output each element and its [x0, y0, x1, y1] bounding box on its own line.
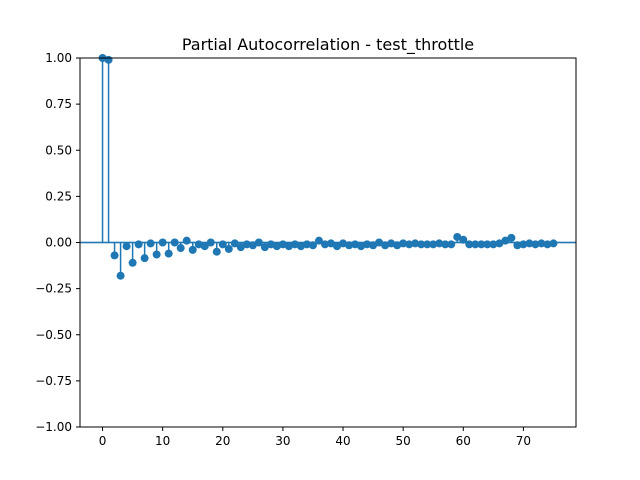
x-tick-label: 0 — [99, 434, 107, 448]
data-point-6 — [134, 240, 143, 249]
data-point-54 — [423, 240, 432, 249]
data-point-73 — [537, 239, 546, 248]
data-point-34 — [302, 240, 311, 249]
y-tick-label: −1.00 — [35, 420, 72, 434]
data-point-58 — [447, 240, 456, 249]
data-point-62 — [471, 240, 480, 249]
data-point-69 — [513, 241, 522, 250]
x-tick-label: 30 — [275, 434, 290, 448]
data-point-48 — [387, 239, 396, 248]
data-point-50 — [399, 239, 408, 248]
data-point-37 — [320, 240, 329, 249]
data-point-32 — [290, 240, 299, 249]
data-point-17 — [200, 242, 209, 251]
y-tick-label: 0.00 — [45, 236, 72, 250]
data-point-55 — [429, 240, 438, 249]
data-point-52 — [411, 239, 420, 248]
data-point-26 — [254, 238, 263, 247]
data-point-63 — [477, 240, 486, 249]
data-point-75 — [549, 239, 558, 248]
data-point-42 — [351, 240, 360, 249]
x-axis: 0 10 20 30 40 50 60 70 — [99, 427, 531, 448]
data-point-29 — [272, 242, 281, 251]
data-point-25 — [248, 241, 257, 250]
data-point-33 — [296, 242, 305, 251]
data-point-30 — [278, 240, 287, 249]
y-tick-label: 0.25 — [45, 189, 72, 203]
y-tick-label: −0.75 — [35, 374, 72, 388]
data-point-47 — [381, 241, 390, 250]
data-point-72 — [531, 240, 540, 249]
data-point-11 — [164, 249, 173, 258]
data-point-43 — [357, 242, 366, 251]
data-point-41 — [345, 241, 354, 250]
data-point-39 — [333, 242, 342, 251]
data-point-61 — [465, 240, 474, 249]
data-point-8 — [146, 239, 155, 248]
data-point-66 — [495, 239, 504, 248]
x-tick-label: 50 — [396, 434, 411, 448]
data-point-23 — [236, 243, 245, 252]
data-point-31 — [284, 242, 293, 251]
y-axis: −1.00 −0.75 −0.50 −0.25 0.00 0.25 0.50 0.75 1.00 — [35, 51, 80, 434]
y-tick-label: −0.25 — [35, 282, 72, 296]
data-point-20 — [218, 240, 227, 249]
y-tick-label: 1.00 — [45, 51, 72, 65]
data-point-10 — [158, 238, 167, 247]
data-point-18 — [206, 238, 215, 247]
data-point-1 — [104, 55, 113, 64]
data-point-40 — [339, 239, 348, 248]
data-point-12 — [170, 238, 179, 247]
data-point-36 — [314, 236, 323, 245]
data-point-14 — [182, 236, 191, 245]
data-point-24 — [242, 240, 251, 249]
data-point-46 — [375, 238, 384, 247]
data-point-51 — [405, 240, 414, 249]
data-point-19 — [212, 247, 221, 256]
data-point-44 — [363, 240, 372, 249]
data-point-64 — [483, 240, 492, 249]
x-tick-label: 70 — [516, 434, 531, 448]
data-point-2 — [110, 251, 119, 260]
data-point-13 — [176, 244, 185, 253]
axes-frame — [79, 57, 577, 428]
data-point-3 — [116, 271, 125, 280]
data-point-27 — [260, 243, 269, 252]
data-point-56 — [435, 239, 444, 248]
data-point-38 — [327, 239, 336, 248]
data-point-67 — [501, 236, 510, 245]
data-point-5 — [128, 258, 137, 267]
plot-area — [80, 54, 576, 280]
data-point-71 — [525, 239, 534, 248]
y-tick-label: 0.50 — [45, 143, 72, 157]
data-point-53 — [417, 240, 426, 249]
chart-title: Partial Autocorrelation - test_throttle — [182, 35, 474, 55]
data-point-74 — [543, 240, 552, 249]
x-tick-label: 60 — [456, 434, 471, 448]
y-tick-label: −0.50 — [35, 328, 72, 342]
data-point-4 — [122, 242, 131, 251]
data-point-68 — [507, 233, 516, 242]
data-point-45 — [369, 241, 378, 250]
data-point-22 — [230, 239, 239, 248]
y-tick-label: 0.75 — [45, 97, 72, 111]
data-point-28 — [266, 240, 275, 249]
data-point-16 — [194, 240, 203, 249]
data-point-57 — [441, 240, 450, 249]
data-point-7 — [140, 254, 149, 263]
data-point-15 — [188, 245, 197, 254]
data-point-35 — [308, 241, 317, 250]
data-point-21 — [224, 244, 233, 253]
data-point-49 — [393, 241, 402, 250]
x-tick-label: 10 — [155, 434, 170, 448]
data-point-60 — [459, 235, 468, 244]
x-tick-label: 40 — [335, 434, 350, 448]
data-point-9 — [152, 250, 161, 259]
x-tick-label: 20 — [215, 434, 230, 448]
data-point-59 — [453, 232, 462, 241]
data-point-65 — [489, 240, 498, 249]
data-point-70 — [519, 240, 528, 249]
